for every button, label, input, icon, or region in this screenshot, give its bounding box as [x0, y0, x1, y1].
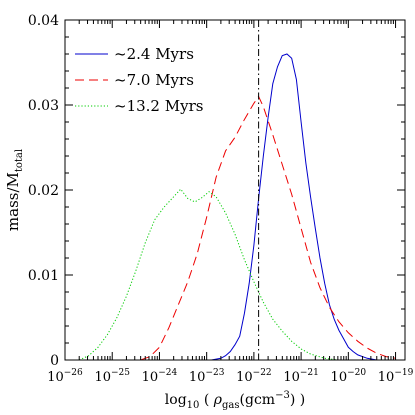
x-label-rho-sub: gas	[222, 400, 240, 411]
y-tick-label: 0	[50, 353, 59, 369]
y-tick-label: 0.02	[28, 183, 59, 199]
y-tick-label: 0.04	[28, 13, 59, 29]
series-line-2	[140, 95, 396, 360]
legend-label: ~2.4 Myrs	[114, 45, 194, 63]
y-tick-label: 0.01	[28, 268, 59, 284]
x-label-prefix: log	[165, 392, 187, 408]
y-label-main: mass/M	[4, 172, 22, 231]
y-label-sub: total	[14, 149, 25, 172]
legend-label: ~7.0 Myrs	[114, 71, 194, 89]
x-axis-label: log10 ( ρgas(gcm−3) )	[165, 390, 305, 411]
ticks-layer: 10−26 10−25 10−24 10−23 10−22 10−21 10−20 10−19…	[28, 13, 414, 385]
x-tick-label: 10−24	[142, 368, 178, 385]
x-tick-label: 10−23	[189, 368, 225, 385]
x-label-unit-open: (gcm	[240, 392, 276, 408]
x-label-unit-exp: −3	[275, 390, 290, 401]
y-axis-label: mass/Mtotal	[4, 149, 25, 231]
x-label-unit-close: ) )	[290, 392, 305, 408]
x-tick-label: 10−19	[378, 368, 414, 385]
series-layer	[78, 53, 396, 360]
series-line-1	[211, 53, 377, 360]
x-tick-label: 10−22	[236, 368, 272, 385]
x-label-rho: ρ	[213, 392, 223, 408]
legend: ~2.4 Myrs ~7.0 Myrs ~13.2 Myrs	[75, 45, 203, 115]
y-tick-label: 0.03	[28, 98, 59, 114]
series-line-3	[78, 188, 339, 360]
x-label-mid: (	[199, 392, 213, 408]
x-tick-label: 10−21	[283, 368, 319, 385]
x-tick-label: 10−25	[94, 368, 130, 385]
x-label-sub: 10	[187, 400, 200, 411]
x-tick-label: 10−20	[331, 368, 367, 385]
legend-label: ~13.2 Myrs	[114, 97, 203, 115]
x-tick-label: 10−26	[47, 368, 83, 385]
